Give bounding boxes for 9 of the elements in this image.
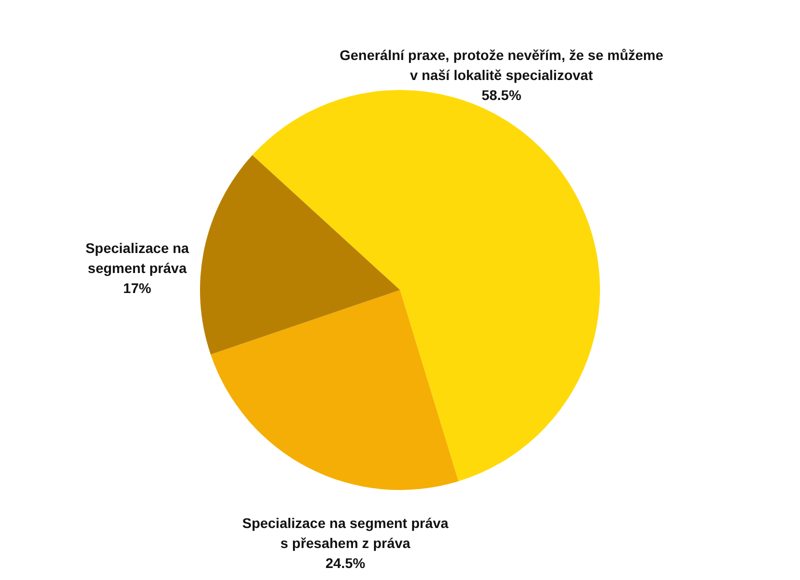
slice-label: Generální praxe, protože nevěřím, že se můžeme v naší lokalitě specializovat xyxy=(340,47,664,83)
data-label: 17% xyxy=(123,280,152,296)
pie-slice xyxy=(210,290,458,490)
slice-label: Specializace na segment práva s přesahem z práva xyxy=(242,515,449,551)
data-label: 24.5% xyxy=(325,555,366,571)
pie-slice xyxy=(252,90,600,482)
pie-slice xyxy=(200,155,400,354)
data-label: 58.5% xyxy=(482,87,522,103)
slice-label: Specializace na segment práva xyxy=(85,240,190,276)
